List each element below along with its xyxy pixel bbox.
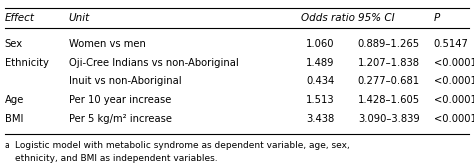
Text: Per 5 kg/m² increase: Per 5 kg/m² increase (69, 114, 172, 124)
Text: BMI: BMI (5, 114, 23, 124)
Text: 3.438: 3.438 (306, 114, 334, 124)
Text: Oji-Cree Indians vs non-Aboriginal: Oji-Cree Indians vs non-Aboriginal (69, 58, 238, 68)
Text: Inuit vs non-Aboriginal: Inuit vs non-Aboriginal (69, 76, 182, 86)
Text: Sex: Sex (5, 39, 23, 49)
Text: <0.0001: <0.0001 (434, 95, 474, 105)
Text: 95% CI: 95% CI (358, 13, 394, 23)
Text: 0.434: 0.434 (306, 76, 334, 86)
Text: 1.207–1.838: 1.207–1.838 (358, 58, 420, 68)
Text: 0.277–0.681: 0.277–0.681 (358, 76, 420, 86)
Text: Odds ratio: Odds ratio (301, 13, 355, 23)
Text: Ethnicity: Ethnicity (5, 58, 49, 68)
Text: Per 10 year increase: Per 10 year increase (69, 95, 171, 105)
Text: P: P (434, 13, 440, 23)
Text: Age: Age (5, 95, 24, 105)
Text: Effect: Effect (5, 13, 35, 23)
Text: 3.090–3.839: 3.090–3.839 (358, 114, 419, 124)
Text: Women vs men: Women vs men (69, 39, 146, 49)
Text: 1.513: 1.513 (306, 95, 334, 105)
Text: <0.0001: <0.0001 (434, 76, 474, 86)
Text: 0.5147: 0.5147 (434, 39, 469, 49)
Text: a: a (5, 141, 9, 150)
Text: Unit: Unit (69, 13, 90, 23)
Text: 1.489: 1.489 (306, 58, 334, 68)
Text: Logistic model with metabolic syndrome as dependent variable, age, sex,
ethnicit: Logistic model with metabolic syndrome a… (15, 141, 350, 163)
Text: 0.889–1.265: 0.889–1.265 (358, 39, 420, 49)
Text: <0.0001: <0.0001 (434, 114, 474, 124)
Text: 1.428–1.605: 1.428–1.605 (358, 95, 420, 105)
Text: 1.060: 1.060 (306, 39, 334, 49)
Text: <0.0001: <0.0001 (434, 58, 474, 68)
